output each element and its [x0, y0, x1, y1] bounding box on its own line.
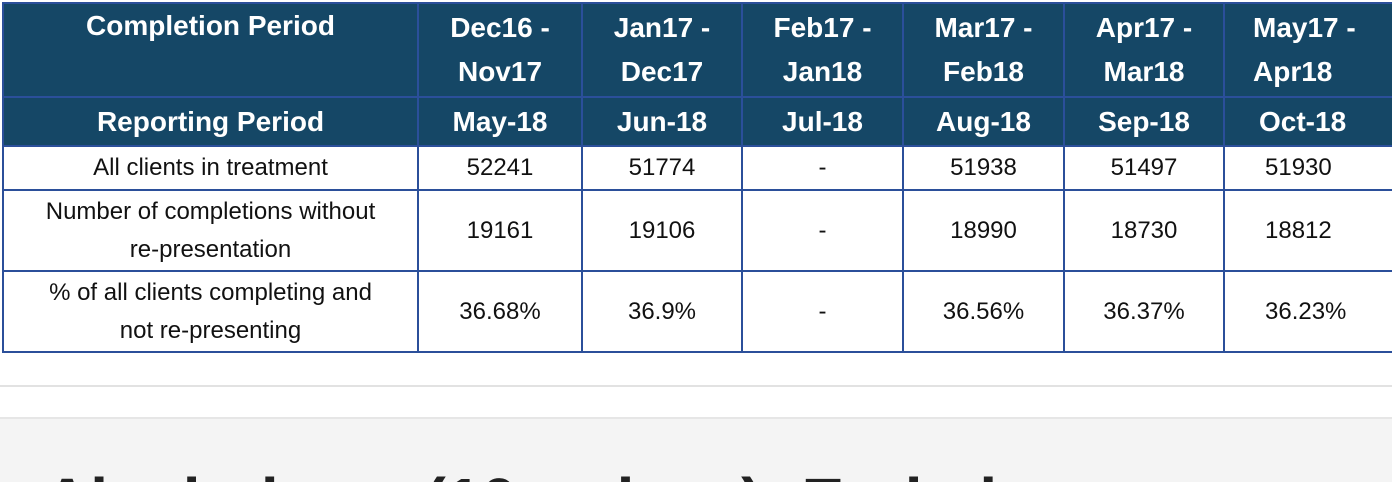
reporting-period-label: Reporting Period — [2, 96, 419, 147]
table-cell: 36.68% — [417, 270, 583, 353]
column-header: Apr17 - Mar18 — [1063, 2, 1225, 98]
table-cell: 19106 — [581, 189, 743, 272]
completions-table: Completion Period Dec16 - Nov17 Jan17 - De… — [2, 2, 1392, 353]
column-header: Mar17 - Feb18 — [902, 2, 1065, 98]
table-cell: 18730 — [1063, 189, 1225, 272]
reporting-period-value: May-18 — [417, 96, 583, 147]
table-cell: 36.56% — [902, 270, 1065, 353]
table-cell: 51938 — [902, 145, 1065, 191]
section-divider — [0, 385, 1392, 387]
table-cell: 51774 — [581, 145, 743, 191]
row-label: % of all clients completing and not re-pr… — [2, 270, 419, 353]
header-row-reporting-period: Reporting Period May-18 Jun-18 Jul-18 Au… — [2, 96, 1392, 147]
section-heading: Alcohol use (10 or less): Ended — [44, 461, 997, 482]
table-row: % of all clients completing and not re-pr… — [2, 270, 1392, 353]
table-cell: 36.37% — [1063, 270, 1225, 353]
reporting-period-value: Sep-18 — [1063, 96, 1225, 147]
table-cell: - — [741, 145, 904, 191]
table-row: Number of completions without re-presenta… — [2, 189, 1392, 272]
table-cell: 51497 — [1063, 145, 1225, 191]
reporting-period-value: Aug-18 — [902, 96, 1065, 147]
column-header: Jan17 - Dec17 — [581, 2, 743, 98]
table-cell: 18812 — [1223, 189, 1392, 272]
table-cell: - — [741, 270, 904, 353]
table-row: All clients in treatment 52241 51774 - 5… — [2, 145, 1392, 191]
column-header: May17 - Apr18 — [1223, 2, 1392, 98]
table-cell: 52241 — [417, 145, 583, 191]
reporting-period-value: Jun-18 — [581, 96, 743, 147]
table-cell: 51930 — [1223, 145, 1392, 191]
column-header: Dec16 - Nov17 — [417, 2, 583, 98]
row-label: All clients in treatment — [2, 145, 419, 191]
reporting-period-value: Oct-18 — [1223, 96, 1392, 147]
reporting-period-value: Jul-18 — [741, 96, 904, 147]
table-cell: 19161 — [417, 189, 583, 272]
header-row-completion-period: Completion Period Dec16 - Nov17 Jan17 - De… — [2, 2, 1392, 98]
table-cell: 36.9% — [581, 270, 743, 353]
next-section: Alcohol use (10 or less): Ended — [0, 417, 1392, 482]
table-cell: 18990 — [902, 189, 1065, 272]
column-header: Feb17 - Jan18 — [741, 2, 904, 98]
row-label: Number of completions without re-presenta… — [2, 189, 419, 272]
table-cell: - — [741, 189, 904, 272]
completion-period-label: Completion Period — [2, 2, 419, 98]
table-cell: 36.23% — [1223, 270, 1392, 353]
